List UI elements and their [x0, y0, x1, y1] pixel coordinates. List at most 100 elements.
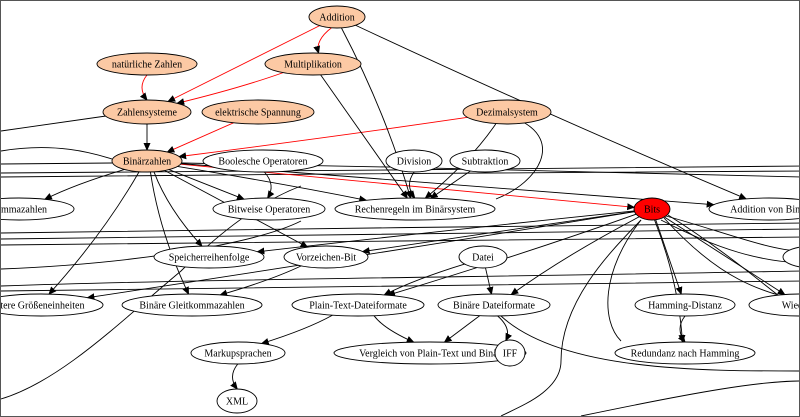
node-shape	[190, 341, 286, 365]
node-vergleich[interactable]: Vergleich von Plain-Text und Binär	[333, 341, 527, 365]
node-shape	[462, 99, 552, 125]
node-label: elektrische Spannung	[215, 108, 301, 119]
edge-binaerdatei-to-iff	[497, 315, 513, 342]
node-iff[interactable]: IFF	[494, 339, 526, 367]
node-groessen[interactable]: itere Größeneinheiten	[1, 293, 104, 317]
node-spannung[interactable]: elektrische Spannung	[201, 99, 315, 125]
edge-continuation-17	[665, 215, 799, 252]
node-natuerliche[interactable]: natürliche Zahlen	[96, 52, 198, 76]
edge-bits-to-binaerdatei	[510, 216, 640, 296]
node-label: Vorzeichen-Bit	[296, 253, 357, 264]
node-label: Multiplikation	[284, 60, 342, 71]
node-bitweise[interactable]: Bitweise Operatoren	[212, 197, 326, 221]
node-label: Dezimalsystem	[476, 108, 538, 119]
node-shape	[748, 293, 799, 317]
node-redundanz[interactable]: Redundanz nach Hamming	[614, 341, 756, 365]
node-vorzeichen[interactable]: Vorzeichen-Bit	[283, 245, 369, 269]
node-plaintext[interactable]: Plain-Text-Dateiformate	[291, 293, 425, 317]
node-shape	[283, 245, 369, 269]
edge-continuation-8	[1, 236, 799, 246]
node-label: Division	[397, 157, 431, 168]
node-zahlensysteme[interactable]: Zahlensysteme	[102, 99, 192, 125]
edge-continuation-14	[580, 380, 799, 416]
node-shape	[121, 293, 263, 317]
node-division[interactable]: Division	[385, 149, 443, 173]
node-subtraktion[interactable]: Subtraktion	[449, 149, 521, 173]
node-speicher[interactable]: Speicherreihenfolge	[153, 245, 265, 269]
node-shape	[782, 246, 799, 268]
edge-binaerzahlen-to-bitweise	[168, 169, 245, 200]
node-label: Vergleich von Plain-Text und Binär	[359, 349, 502, 360]
node-label: Redundanz nach Hamming	[631, 349, 740, 360]
edge-dezimal-to-binaerzahlen	[178, 116, 468, 160]
node-datei[interactable]: Datei	[458, 245, 508, 269]
node-shape	[264, 52, 362, 76]
node-shape	[333, 341, 527, 365]
edge-binaerzahlen-to-rechenregeln	[177, 166, 368, 203]
edge-continuation-15	[500, 219, 642, 416]
edge-plaintext-to-markup	[260, 314, 333, 345]
node-label: Datei	[472, 253, 494, 264]
edge-bits-to-vorzeichen	[361, 211, 635, 255]
node-hamming[interactable]: Hamming-Distanz	[634, 293, 736, 317]
node-kommazahlen[interactable]: kommazahlen	[1, 197, 75, 221]
node-gleitkomma[interactable]: Binäre Gleitkommazahlen	[121, 293, 263, 317]
edge-datei-to-binaerdatei	[485, 267, 494, 295]
edge-bits-to-plaintext	[387, 213, 637, 297]
node-shape	[633, 197, 671, 221]
edge-bits-to-speicher	[256, 210, 635, 255]
edge-continuation-1	[1, 162, 113, 165]
edge-spannung-to-binaerzahlen	[166, 122, 234, 153]
node-shape	[96, 52, 198, 76]
nodes: Addition natürliche Zahlen Multiplikation Z…	[1, 5, 799, 414]
node-addition[interactable]: Addition	[308, 5, 366, 29]
node-binaerzahlen[interactable]: Binärzahlen	[111, 149, 183, 173]
edge-continuation-19	[607, 219, 642, 342]
node-label: Binärzahlen	[123, 157, 171, 168]
node-shape	[102, 99, 192, 125]
edge-continuation-2	[1, 115, 107, 132]
edge-continuation-6	[1, 222, 799, 234]
node-additionbin[interactable]: Addition von Binär	[708, 197, 799, 221]
node-shape	[385, 149, 443, 173]
node-label: Markupsprachen	[204, 349, 271, 360]
node-shape	[708, 197, 799, 221]
node-label: Rechenregeln im Binärsystem	[355, 205, 476, 216]
edge-continuation-4	[1, 170, 799, 178]
node-multiplikation[interactable]: Multiplikation	[264, 52, 362, 76]
edge-multiplikation-to-zahlensysteme	[176, 72, 284, 106]
node-shape	[614, 341, 756, 365]
node-wiederbe[interactable]: Wiederbe	[748, 293, 799, 317]
edge-continuation-9	[1, 270, 799, 287]
edge-binaerzahlen-to-speicher	[153, 171, 203, 247]
node-rightnode[interactable]	[782, 246, 799, 268]
node-bits[interactable]: Bits	[633, 197, 671, 221]
node-label: kommazahlen	[1, 205, 47, 216]
edge-division-to-rechenregeln	[407, 171, 416, 199]
node-label: Binäre Gleitkommazahlen	[139, 301, 244, 312]
node-shape	[634, 293, 736, 317]
edge-markup-to-xml	[230, 363, 239, 390]
edge-hamming-to-redundanz	[677, 315, 686, 343]
node-shape	[201, 99, 315, 125]
node-xml[interactable]: XML	[216, 388, 258, 414]
node-shape	[458, 245, 508, 269]
node-binaerdatei[interactable]: Binäre Dateiformate	[437, 293, 551, 317]
edge-addition-to-rechenregeln	[341, 27, 412, 199]
node-rechenregeln[interactable]: Rechenregeln im Binärsystem	[334, 197, 496, 221]
edge-binaerdatei-to-vergleich	[443, 315, 481, 343]
edge-datei-to-plaintext	[383, 263, 465, 296]
node-boolesche[interactable]: Boolesche Operatoren	[202, 149, 324, 173]
edge-bits-to-redundanz	[654, 219, 686, 344]
node-markup[interactable]: Markupsprachen	[190, 341, 286, 365]
edge-binaerzahlen-to-gleitkomma	[149, 171, 189, 295]
node-shape	[202, 149, 324, 173]
edge-boolesche-to-bitweise	[264, 171, 275, 199]
edge-continuation-12	[495, 120, 543, 200]
edge-continuation-13	[500, 315, 799, 372]
node-shape	[111, 149, 183, 173]
edge-addition-to-zahlensysteme	[167, 25, 320, 102]
node-dezimal[interactable]: Dezimalsystem	[462, 99, 552, 125]
